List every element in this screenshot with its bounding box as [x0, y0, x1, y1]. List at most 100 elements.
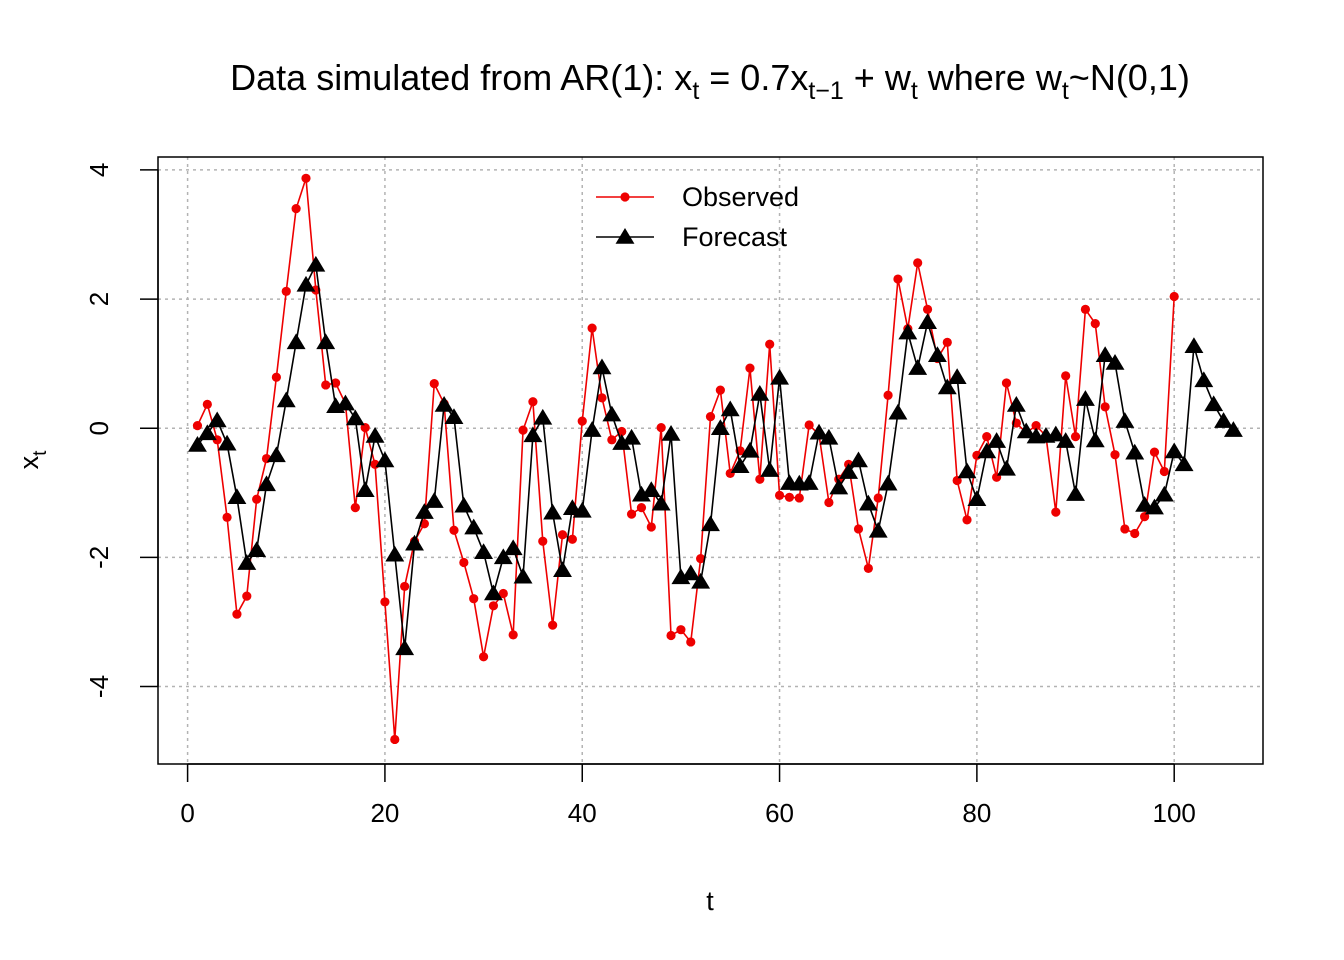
data-point: [414, 503, 434, 519]
data-point: [710, 419, 730, 435]
x-tick-label: 80: [962, 798, 991, 828]
x-tick-label: 0: [180, 798, 194, 828]
data-point: [557, 530, 568, 540]
data-point: [543, 503, 563, 520]
data-point: [1105, 353, 1125, 370]
data-point: [355, 481, 375, 497]
data-point: [691, 572, 711, 589]
data-point: [1085, 431, 1105, 448]
data-point: [207, 411, 227, 428]
data-point: [868, 521, 888, 538]
data-point: [232, 609, 242, 619]
data-point: [296, 275, 316, 292]
data-point: [774, 490, 785, 500]
data-point: [1115, 412, 1135, 428]
data-point: [745, 363, 755, 373]
data-point: [893, 274, 903, 284]
data-point: [873, 493, 883, 503]
data-point: [701, 515, 720, 532]
data-point: [188, 436, 207, 452]
data-point: [622, 428, 642, 445]
data-point: [202, 399, 212, 409]
data-point: [715, 385, 725, 395]
data-point: [538, 536, 548, 546]
svg-text:xt: xt: [14, 450, 51, 470]
data-point: [488, 601, 499, 611]
data-point: [1006, 395, 1026, 412]
data-point: [1110, 450, 1120, 460]
data-point: [942, 337, 952, 347]
data-point: [853, 524, 864, 534]
title-subscript: t−1: [808, 77, 843, 105]
data-point: [523, 426, 543, 443]
x-tick-label: 100: [1153, 798, 1196, 828]
data-point: [548, 620, 558, 630]
data-point: [1070, 432, 1081, 442]
data-point: [395, 639, 415, 656]
data-point: [1046, 425, 1066, 442]
data-point: [281, 286, 291, 296]
data-point: [760, 461, 780, 477]
data-point: [1169, 291, 1179, 302]
series-layer: [188, 173, 1243, 745]
data-point: [271, 372, 281, 382]
legend-label: Observed: [682, 182, 799, 212]
data-point: [631, 485, 651, 502]
data-point: [429, 379, 439, 389]
data-point: [809, 423, 829, 440]
data-point: [839, 463, 859, 479]
data-point: [1066, 485, 1085, 501]
data-point: [918, 313, 938, 330]
data-point: [977, 442, 997, 459]
data-point: [1095, 346, 1115, 362]
data-point: [1061, 371, 1071, 381]
data-point: [770, 368, 790, 385]
data-point: [997, 459, 1016, 476]
data-point: [1075, 390, 1095, 406]
chart-title: Data simulated from AR(1): xt = 0.7xt−1 …: [230, 57, 1190, 105]
x-tick-label: 20: [370, 798, 399, 828]
data-point: [1130, 528, 1140, 539]
title-subscript: t: [911, 77, 918, 105]
data-point: [444, 408, 464, 424]
data-point: [227, 488, 247, 505]
data-point: [247, 541, 267, 558]
data-point: [1145, 498, 1164, 515]
data-point: [567, 534, 577, 544]
data-point: [646, 522, 656, 532]
data-point: [266, 446, 286, 463]
data-point: [592, 358, 612, 375]
data-point: [321, 380, 331, 390]
data-point: [197, 424, 217, 441]
data-point: [217, 434, 237, 451]
data-point: [286, 333, 306, 350]
data-point: [478, 652, 489, 662]
data-point: [306, 255, 326, 272]
title-text: where w: [918, 57, 1063, 98]
y-axis-label-sub: t: [30, 450, 51, 456]
data-point: [863, 563, 873, 573]
data-point: [454, 496, 474, 513]
data-point: [316, 333, 336, 350]
data-point: [533, 408, 553, 425]
data-point: [720, 400, 740, 417]
data-point: [794, 493, 804, 503]
data-point: [1184, 337, 1204, 353]
data-point: [1154, 485, 1174, 502]
legend-label: Forecast: [682, 222, 788, 252]
y-tick-label: 2: [84, 292, 114, 306]
y-axis-label: xt: [14, 450, 51, 470]
data-point: [1174, 455, 1194, 472]
data-point: [1214, 412, 1233, 428]
data-point: [987, 432, 1007, 448]
data-point: [508, 630, 518, 640]
data-point: [1223, 421, 1243, 437]
data-point: [676, 625, 686, 635]
y-axis-label-main: x: [14, 455, 44, 469]
data-point: [617, 426, 627, 437]
series-observed: [192, 173, 1179, 745]
data-point: [336, 394, 355, 411]
data-point: [1051, 507, 1061, 517]
data-point: [222, 512, 232, 522]
legend-item-forecast: Forecast: [596, 222, 788, 252]
